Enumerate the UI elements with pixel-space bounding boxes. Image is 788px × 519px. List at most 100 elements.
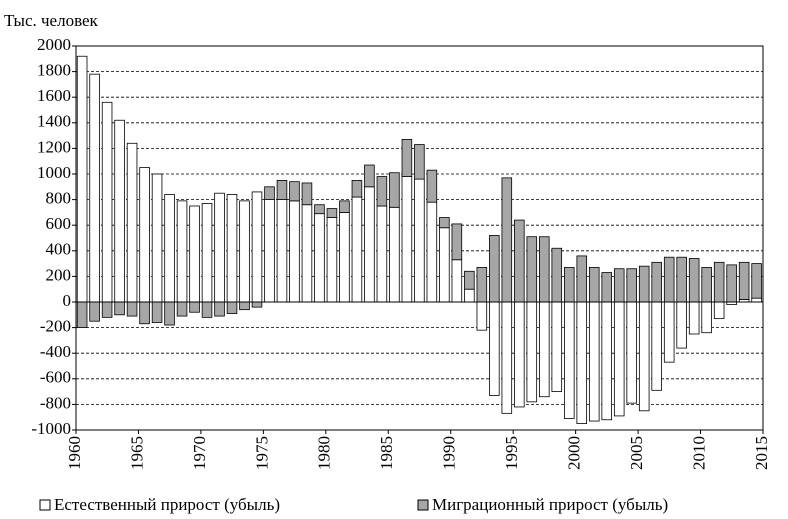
y-tick-label: 200	[46, 265, 72, 284]
bar	[451, 259, 463, 303]
bar	[626, 301, 637, 404]
bar	[613, 268, 625, 303]
x-tick-label: 2010	[689, 436, 708, 470]
bar	[176, 301, 188, 317]
y-tick-label: 0	[63, 291, 72, 310]
bar	[414, 144, 425, 180]
bar	[126, 142, 138, 303]
bar	[401, 139, 413, 177]
bar	[701, 267, 712, 303]
bar	[226, 194, 238, 303]
bar	[351, 179, 363, 198]
bar	[89, 301, 100, 322]
y-tick-label: -400	[40, 342, 71, 361]
bar	[426, 169, 438, 203]
bar	[751, 263, 762, 299]
bar	[414, 178, 425, 303]
y-tick-label: 2000	[37, 35, 71, 54]
bar	[214, 192, 225, 303]
bar	[126, 301, 138, 317]
bar	[189, 301, 200, 313]
bar	[301, 182, 313, 206]
bar	[439, 227, 450, 303]
bar	[326, 208, 338, 218]
bar	[588, 267, 600, 303]
bar	[289, 200, 300, 303]
bar	[76, 55, 88, 303]
bar	[251, 191, 263, 303]
bar	[89, 73, 100, 303]
x-tick-label: 2015	[752, 436, 771, 470]
y-tick-label: 1200	[37, 137, 71, 156]
bar	[464, 270, 475, 290]
legend-swatch	[417, 499, 429, 511]
bar	[676, 301, 687, 349]
x-tick-label: 1985	[377, 436, 396, 470]
bar	[239, 301, 250, 311]
bar	[576, 255, 588, 303]
bar	[501, 177, 513, 303]
bar	[489, 301, 500, 396]
bar	[251, 301, 263, 308]
plot-frame	[75, 45, 764, 431]
bar	[114, 119, 125, 303]
legend-label: Миграционный прирост (убыль)	[432, 495, 668, 514]
bar	[613, 301, 625, 417]
y-tick-label: 1800	[37, 61, 71, 80]
bar	[563, 301, 575, 419]
bar	[239, 200, 250, 303]
bar	[101, 101, 113, 303]
bar	[489, 235, 500, 303]
bar	[539, 236, 550, 303]
bar	[151, 301, 163, 323]
bar	[688, 258, 700, 303]
bar	[201, 301, 213, 318]
y-tick-label: -200	[40, 317, 71, 336]
bar	[339, 200, 350, 213]
bar	[264, 186, 275, 201]
bar	[676, 256, 687, 303]
bar	[226, 301, 238, 314]
y-tick-label: -1000	[31, 419, 71, 438]
bar	[526, 236, 538, 303]
bar	[326, 217, 338, 303]
bar	[276, 199, 288, 303]
bar	[351, 196, 363, 303]
bar	[701, 301, 712, 334]
bar	[189, 205, 200, 303]
bar	[314, 204, 325, 215]
bar	[389, 206, 400, 303]
y-tick-label: -600	[40, 368, 71, 387]
bar	[176, 200, 188, 303]
bar	[376, 205, 388, 303]
x-tick-label: 1965	[127, 436, 146, 470]
x-tick-label: 1990	[440, 436, 459, 470]
bar	[101, 301, 113, 318]
y-axis-label: Тыс. человек	[4, 11, 99, 30]
bar	[588, 301, 600, 422]
bar	[151, 173, 163, 303]
bar	[201, 203, 213, 303]
bar	[139, 167, 150, 303]
bar	[551, 247, 563, 303]
bar	[751, 297, 762, 303]
bar	[601, 272, 613, 303]
y-tick-label: 800	[46, 189, 72, 208]
bar	[364, 164, 375, 188]
bar	[314, 213, 325, 303]
bar	[626, 268, 637, 303]
bar	[451, 223, 463, 261]
x-tick-label: 2000	[565, 436, 584, 470]
bar	[476, 301, 488, 331]
bar	[576, 301, 588, 424]
bar	[601, 301, 613, 421]
bar	[464, 288, 475, 303]
bar	[214, 301, 225, 317]
y-tick-label: 1600	[37, 86, 71, 105]
bar	[663, 301, 675, 363]
bar	[651, 301, 662, 391]
bar	[551, 301, 563, 392]
y-tick-label: 600	[46, 214, 72, 233]
bar	[301, 204, 313, 303]
